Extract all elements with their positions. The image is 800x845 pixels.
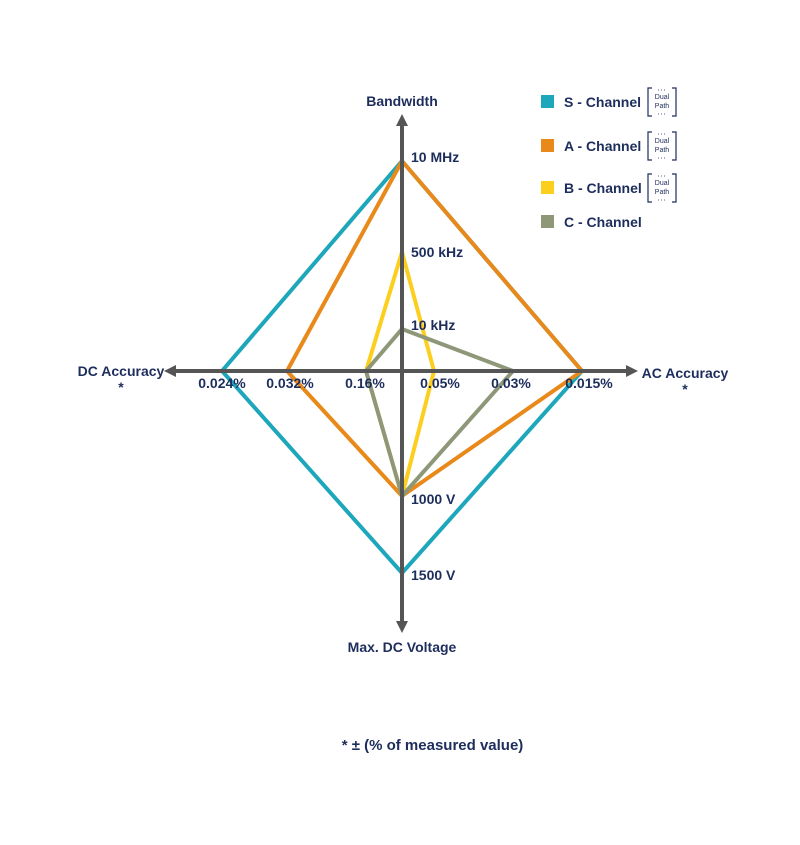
tick-label-0-03: 0.03% [491, 375, 531, 391]
dual-path-text: Path [655, 103, 670, 110]
legend-swatch-b-channel [541, 181, 554, 194]
dual-path-text: Dual [655, 94, 670, 101]
legend-label-a-channel: A - Channel [564, 138, 641, 154]
axis-label-dc-accuracy: DC Accuracy [78, 363, 165, 379]
tick-label-0-16: 0.16% [345, 375, 385, 391]
tick-label-1500-v: 1500 V [411, 567, 456, 583]
footnote: * ± (% of measured value) [341, 737, 524, 754]
legend-label-s-channel: S - Channel [564, 94, 641, 110]
dual-path-badge: Dual Path [647, 131, 677, 161]
tick-label-1000-v: 1000 V [411, 491, 456, 507]
tick-label-0-015: 0.015% [565, 375, 613, 391]
tick-label-10-khz: 10 kHz [411, 317, 455, 333]
axis-label-ac-accuracy: AC Accuracy [642, 365, 729, 381]
axis-label-max-dc-voltage: Max. DC Voltage [348, 639, 457, 655]
legend-swatch-s-channel [541, 95, 554, 108]
dual-path-text: Dual [655, 138, 670, 145]
dual-path-text: Path [655, 189, 670, 196]
dual-path-badge: Dual Path [647, 173, 677, 203]
dual-path-badge: Dual Path [647, 87, 677, 117]
axis-note-dc-accuracy: * [118, 379, 124, 395]
tick-label-0-024: 0.024% [198, 375, 246, 391]
axis-note-ac-accuracy: * [682, 381, 688, 397]
tick-label-0-032: 0.032% [266, 375, 314, 391]
series-polygons [188, 140, 616, 610]
tick-label-10-mhz: 10 MHz [411, 149, 459, 165]
legend: S - Channel Dual Path A - Channel Dual Path B … [541, 87, 677, 230]
legend-swatch-c-channel [541, 215, 554, 228]
legend-swatch-a-channel [541, 139, 554, 152]
tick-label-500-khz: 500 kHz [411, 244, 463, 260]
tick-label-0-05: 0.05% [420, 375, 460, 391]
legend-label-b-channel: B - Channel [564, 180, 642, 196]
axis-label-bandwidth: Bandwidth [366, 93, 438, 109]
legend-label-c-channel: C - Channel [564, 214, 642, 230]
dual-path-text: Dual [655, 180, 670, 187]
dual-path-text: Path [655, 147, 670, 154]
